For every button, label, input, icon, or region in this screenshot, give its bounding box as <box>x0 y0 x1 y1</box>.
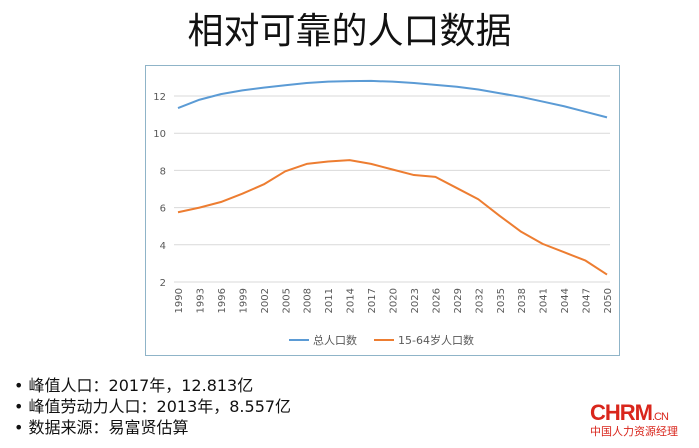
y-tick-label: 6 <box>160 204 166 215</box>
line-chart: 2 4 6 8 10 12 1990 1993 1996 1999 2002 2005 2008 2011… <box>153 79 614 347</box>
bullet-source: 数据来源：易富贤估算 <box>14 417 291 438</box>
x-tick-label: 1999 <box>238 288 249 313</box>
x-tick-label: 2047 <box>582 288 593 313</box>
x-tick-label: 2032 <box>474 288 485 313</box>
y-tick-label: 12 <box>153 92 166 103</box>
x-tick-label: 2011 <box>324 288 335 313</box>
x-tick-label: 2041 <box>539 288 550 313</box>
legend-label-1: 15-64岁人口数 <box>398 333 474 347</box>
y-tick-label: 8 <box>160 166 166 177</box>
y-tick-label: 10 <box>153 129 166 140</box>
x-tick-label: 2029 <box>453 288 464 313</box>
x-tick-label: 2020 <box>389 288 400 313</box>
slide-title: 相对可靠的人口数据 <box>187 11 512 52</box>
chrm-logo: CHRM.CN 中国人力资源经理 <box>590 400 678 438</box>
x-tick-label: 2044 <box>560 288 571 313</box>
x-tick-label: 2050 <box>603 288 614 313</box>
x-tick-label: 2026 <box>431 288 442 313</box>
x-tick-label: 1996 <box>217 288 228 313</box>
y-tick-label: 4 <box>160 241 166 252</box>
bullet-peak-workforce: 峰值劳动力人口：2013年，8.557亿 <box>14 396 292 417</box>
y-tick-label: 2 <box>160 278 166 289</box>
x-tick-label: 2023 <box>410 288 421 313</box>
x-tick-label: 2008 <box>303 288 314 313</box>
chart: 2 4 6 8 10 12 1990 1993 1996 1999 2002 2005 2008 2011… <box>145 65 620 356</box>
series-line-0 <box>177 79 608 119</box>
bullet-peak-population: 峰值人口：2017年，12.813亿 <box>14 375 291 396</box>
x-tick-label: 1990 <box>174 288 185 313</box>
bullet-list: 峰值人口：2017年，12.813亿 峰值劳动力人口：2013年，8.557亿 … <box>14 375 292 438</box>
x-tick-label: 2014 <box>346 288 357 313</box>
x-tick-label: 2035 <box>496 288 507 313</box>
x-tick-label: 2005 <box>281 288 292 313</box>
x-tick-label: 2017 <box>367 288 378 313</box>
x-tick-label: 2038 <box>517 288 528 313</box>
x-tick-label: 2002 <box>260 288 271 313</box>
legend-label-0: 总人口数 <box>313 333 357 347</box>
x-tick-label: 1993 <box>195 288 206 313</box>
series-line-1 <box>177 159 608 276</box>
